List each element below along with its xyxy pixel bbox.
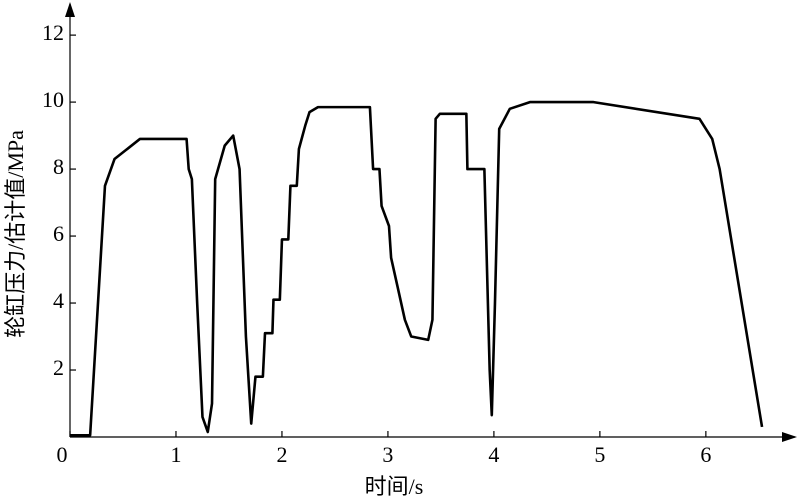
y-tick-label: 6 [53,221,64,246]
x-tick-label: 5 [594,442,605,467]
x-tick-label: 0 [57,442,68,467]
x-tick-label: 6 [700,442,711,467]
x-tick-label: 2 [276,442,287,467]
data-line [70,100,764,437]
y-tick-label: 4 [53,288,64,313]
y-tick-label: 2 [53,355,64,380]
x-tick-label: 1 [170,442,181,467]
x-tick-label: 3 [382,442,393,467]
y-tick-label: 8 [53,154,64,179]
y-tick-label: 12 [42,20,64,45]
x-arrow [782,432,797,442]
y-axis-label: 轮缸压力/估计值/MPa [3,130,28,338]
x-tick-label: 4 [488,442,499,467]
x-axis-label: 时间/s [365,474,424,499]
y-tick-label: 10 [42,87,64,112]
y-arrow [65,2,75,17]
